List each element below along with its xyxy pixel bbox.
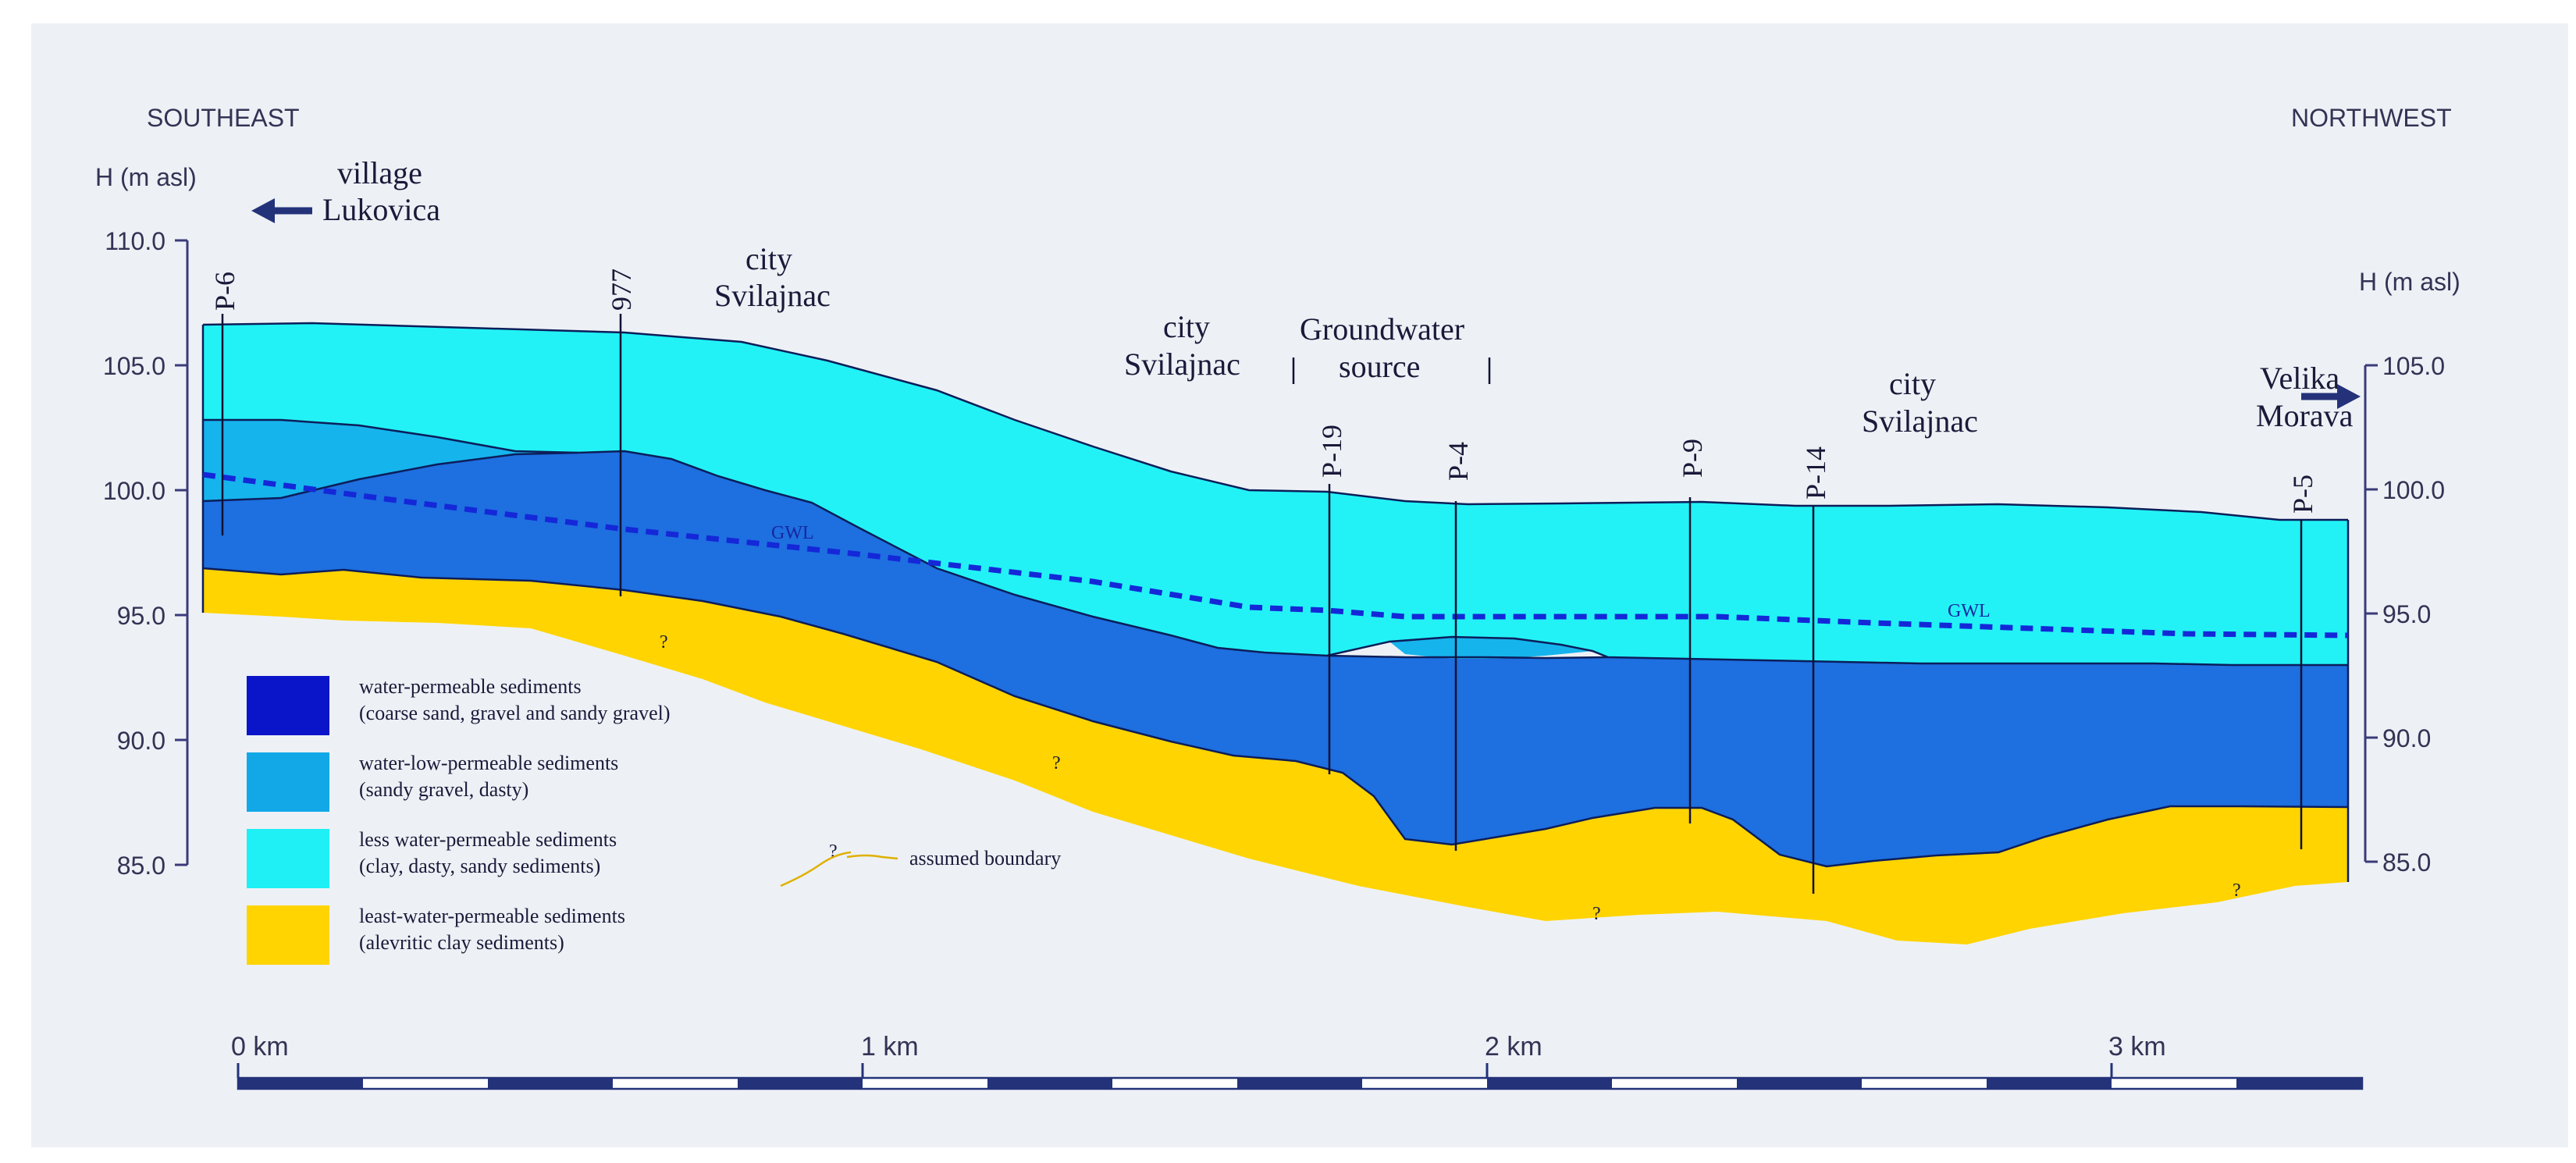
legend-less-permeable-line1: less water-permeable sediments [359, 828, 617, 851]
arrow-left-icon [251, 198, 312, 223]
scale-label-0km: 0 km [231, 1032, 289, 1062]
direction-northwest: NORTHWEST [2291, 104, 2452, 132]
groundwater-level-line [202, 471, 2349, 638]
right-axis-title: H (m asl) [2359, 268, 2460, 296]
scale-label-1km: 1 km [861, 1032, 919, 1062]
left-tick-85: 85.0 [117, 852, 165, 880]
borehole-label-p9: P-9 [1677, 439, 1708, 478]
direction-southeast: SOUTHEAST [147, 104, 300, 132]
borehole-label-p19: P-19 [1316, 425, 1347, 478]
legend-low-permeable-line1: water-low-permeable sediments [359, 752, 618, 774]
arrow-right-icon [2301, 384, 2361, 409]
permeable-layer [203, 451, 2348, 866]
legend-assumed-boundary: assumed boundary [909, 847, 1061, 870]
borehole-lines [221, 314, 2303, 894]
source-label-line1: Groundwater [1300, 311, 1464, 347]
right-axis-labels: 105.0 100.0 95.0 90.0 85.0 [2382, 352, 2445, 877]
left-tick-100: 100.0 [103, 477, 165, 505]
borehole-label-p5: P-5 [2287, 475, 2318, 514]
question-mark-2: ? [1052, 753, 1061, 774]
assumed-boundary-swatch-lower [780, 851, 852, 887]
legend-less-permeable-line2: (clay, dasty, sandy sediments) [359, 855, 600, 877]
city1-label-line2: Svilajnac [714, 278, 831, 313]
assumed-boundary-swatch-upper [846, 854, 898, 860]
left-tick-110: 110.0 [105, 227, 165, 255]
legend-swatch-least-permeable [247, 905, 329, 965]
borehole-label-p6: P-6 [209, 272, 240, 311]
legend: water-permeable sediments (coarse sand, … [247, 675, 1061, 965]
left-axis-title: H (m asl) [95, 163, 197, 191]
legend-least-permeable-line1: least-water-permeable sediments [359, 905, 625, 927]
right-tick-105: 105.0 [2382, 352, 2445, 380]
right-tick-100: 100.0 [2382, 476, 2445, 504]
left-tick-90: 90.0 [117, 727, 165, 755]
river-label-line1: Velika [2260, 361, 2339, 396]
right-axis [2364, 364, 2378, 863]
question-mark-1: ? [660, 632, 668, 653]
borehole-label-p14: P-14 [1800, 446, 1831, 500]
question-mark-legend: ? [829, 841, 838, 862]
scale-label-3km: 3 km [2108, 1032, 2166, 1062]
village-label-line2: Lukovica [322, 192, 440, 227]
low-permeable-layer [203, 420, 578, 501]
question-mark-4: ? [2233, 880, 2241, 901]
least-permeable-layer [203, 568, 2348, 944]
right-tick-95: 95.0 [2382, 600, 2431, 628]
source-label-line2: source [1339, 349, 1420, 384]
left-tick-95: 95.0 [117, 602, 165, 630]
right-tick-90: 90.0 [2382, 724, 2431, 752]
city2-label-line2: Svilajnac [1124, 347, 1240, 382]
scale-bar: 0 km 1 km 2 km 3 km [231, 1032, 2364, 1090]
borehole-label-p4: P-4 [1443, 442, 1474, 481]
left-axis-labels: 110.0 105.0 100.0 95.0 90.0 85.0 [103, 227, 165, 880]
layer-boundaries [201, 322, 2350, 882]
village-label-line1: village [337, 155, 422, 190]
borehole-label-977: 977 [606, 269, 637, 311]
legend-permeable-line2: (coarse sand, gravel and sandy gravel) [359, 702, 671, 724]
river-label-line2: Morava [2256, 398, 2354, 433]
less-permeable-layer [203, 323, 2348, 665]
city3-label-line2: Svilajnac [1862, 404, 1978, 439]
legend-least-permeable-line2: (alevritic clay sediments) [359, 931, 564, 954]
right-tick-85: 85.0 [2382, 848, 2431, 877]
city2-label-line1: city [1163, 309, 1210, 344]
legend-permeable-line1: water-permeable sediments [359, 675, 582, 698]
gwl-label-1: GWL [771, 523, 814, 543]
scale-label-2km: 2 km [1485, 1032, 1542, 1062]
legend-low-permeable-line2: (sandy gravel, dasty) [359, 778, 528, 801]
city1-label-line1: city [745, 241, 792, 276]
legend-swatch-less-permeable [247, 829, 329, 888]
city3-label-line1: city [1889, 366, 1936, 401]
left-axis [175, 239, 189, 866]
question-mark-3: ? [1592, 904, 1601, 924]
left-tick-105: 105.0 [103, 352, 165, 380]
gwl-label-2: GWL [1948, 601, 1991, 621]
legend-swatch-low-permeable [247, 752, 329, 812]
legend-swatch-permeable [247, 676, 329, 735]
